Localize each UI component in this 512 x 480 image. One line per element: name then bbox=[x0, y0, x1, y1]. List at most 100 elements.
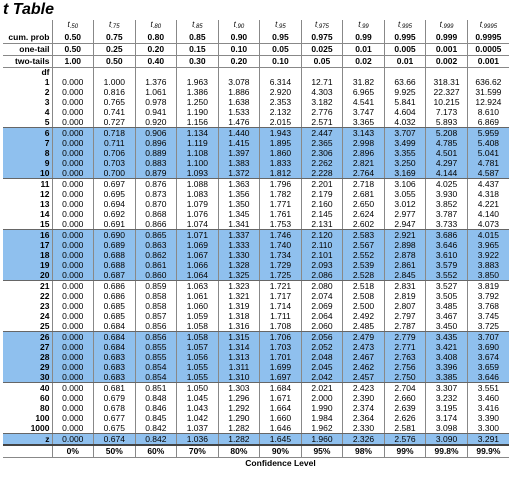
confidence-value: 80% bbox=[217, 444, 260, 458]
critical-value: 0.896 bbox=[134, 138, 177, 148]
critical-value: 0.000 bbox=[51, 291, 94, 301]
critical-value: 2.898 bbox=[383, 240, 426, 250]
header-value: 0.15 bbox=[176, 43, 219, 56]
critical-value: 1.333 bbox=[217, 240, 260, 250]
critical-value: 0.860 bbox=[134, 270, 177, 281]
critical-value: 1.646 bbox=[259, 423, 302, 434]
critical-value: 1.043 bbox=[176, 403, 219, 413]
empty-cell bbox=[134, 67, 177, 77]
critical-value: 0.718 bbox=[93, 127, 136, 138]
critical-value: 0.855 bbox=[134, 352, 177, 362]
data-row: 25 0.000 0.684 0.856 1.058 1.316 1.708 2.060 2.4… bbox=[3, 321, 509, 332]
empty-cell bbox=[425, 67, 468, 77]
t-symbol: t bbox=[109, 20, 112, 29]
column-symbol: t.75 bbox=[93, 20, 136, 32]
critical-value: 1.045 bbox=[176, 393, 219, 403]
z-value: 0.000 bbox=[51, 433, 94, 445]
empty-cell bbox=[51, 67, 94, 77]
df-value: 27 bbox=[3, 342, 52, 352]
critical-value: 0.000 bbox=[51, 127, 94, 138]
header-value: 0.99 bbox=[342, 32, 385, 44]
df-value: 80 bbox=[40, 403, 50, 413]
critical-value: 1.088 bbox=[176, 178, 219, 189]
critical-value: 2.080 bbox=[300, 280, 343, 291]
critical-value: 1.060 bbox=[176, 301, 219, 311]
critical-value: 0.000 bbox=[51, 311, 94, 321]
data-row: 23 0.000 0.685 0.858 1.060 1.319 1.714 2.069 2.5… bbox=[3, 301, 509, 311]
t-symbol: t bbox=[314, 20, 318, 29]
critical-value: 0.906 bbox=[134, 127, 177, 138]
df-label: df bbox=[41, 67, 50, 77]
header-value: 0.40 bbox=[134, 55, 177, 68]
critical-value: 6.869 bbox=[466, 117, 509, 128]
critical-value: 1.753 bbox=[259, 219, 302, 230]
critical-value: 3.707 bbox=[466, 331, 509, 342]
critical-value: 1.440 bbox=[217, 127, 260, 138]
critical-value: 2.639 bbox=[383, 403, 426, 413]
critical-value: 2.160 bbox=[300, 199, 343, 209]
critical-value: 2.457 bbox=[342, 372, 385, 383]
df-value: 3 bbox=[44, 97, 50, 107]
critical-value: 4.541 bbox=[342, 97, 385, 107]
data-row: 18 0.000 0.688 0.862 1.067 1.330 1.734 2.101 2.5… bbox=[3, 250, 509, 260]
empty-cell bbox=[3, 444, 52, 458]
critical-value: 2.353 bbox=[259, 97, 302, 107]
df-value: 5 bbox=[3, 117, 52, 128]
header-value: 0.025 bbox=[300, 43, 343, 56]
corner-cell bbox=[3, 20, 52, 32]
critical-value: 2.977 bbox=[383, 209, 426, 219]
critical-value: 1.100 bbox=[176, 158, 219, 168]
critical-value: 1.714 bbox=[259, 301, 302, 311]
header-label: one-tail bbox=[3, 43, 52, 56]
critical-value: 0.846 bbox=[134, 403, 177, 413]
critical-value: 1.303 bbox=[217, 382, 260, 393]
critical-value: 1.296 bbox=[217, 393, 260, 403]
data-row: 12 0.000 0.695 0.873 1.083 1.356 1.782 2.179 2.6… bbox=[3, 189, 509, 199]
critical-value: 3.552 bbox=[425, 270, 468, 281]
subscript: .95 bbox=[277, 24, 286, 30]
critical-value: 4.437 bbox=[466, 178, 509, 189]
critical-value: 1.697 bbox=[259, 372, 302, 383]
column-symbol: t.99 bbox=[342, 20, 385, 32]
critical-value: 1.316 bbox=[217, 321, 260, 332]
critical-value: 0.879 bbox=[134, 168, 177, 179]
t-symbol: t bbox=[233, 20, 236, 29]
critical-value: 4.221 bbox=[466, 199, 509, 209]
critical-value: 3.610 bbox=[425, 250, 468, 260]
critical-value: 3.365 bbox=[342, 117, 385, 128]
df-value: 10 bbox=[3, 168, 52, 179]
critical-value: 3.686 bbox=[425, 229, 468, 240]
critical-value: 0.000 bbox=[51, 199, 94, 209]
header-value: 0.10 bbox=[259, 55, 302, 68]
header-row: two-tails 1.00 0.50 0.40 0.30 0.20 0.10 0.05 0.0… bbox=[3, 55, 509, 68]
z-value: 3.291 bbox=[466, 433, 509, 445]
critical-value: 2.132 bbox=[259, 107, 302, 117]
critical-value: 2.567 bbox=[342, 240, 385, 250]
critical-value: 0.679 bbox=[93, 393, 136, 403]
critical-value: 0.000 bbox=[51, 362, 94, 372]
critical-value: 2.779 bbox=[383, 331, 426, 342]
header-value: 0.9995 bbox=[466, 32, 509, 44]
critical-value: 1.356 bbox=[217, 189, 260, 199]
data-row: 30 0.000 0.683 0.854 1.055 1.310 1.697 2.042 2.4… bbox=[3, 372, 509, 383]
critical-value: 1.318 bbox=[217, 311, 260, 321]
critical-value: 2.069 bbox=[300, 301, 343, 311]
critical-value: 0.941 bbox=[134, 107, 177, 117]
data-row: 6 0.000 0.718 0.906 1.134 1.440 1.943 2.447 3.14… bbox=[3, 127, 509, 138]
critical-value: 0.711 bbox=[93, 138, 136, 148]
data-row: 19 0.000 0.688 0.861 1.066 1.328 1.729 2.093 2.5… bbox=[3, 260, 509, 270]
confidence-value: 95% bbox=[300, 444, 343, 458]
df-value: 20 bbox=[3, 270, 52, 281]
column-symbol: t.80 bbox=[134, 20, 177, 32]
critical-value: 2.787 bbox=[383, 321, 426, 332]
z-value: 2.326 bbox=[342, 433, 385, 445]
column-symbol: t.975 bbox=[300, 20, 343, 32]
critical-value: 2.771 bbox=[383, 342, 426, 352]
critical-value: 4.140 bbox=[466, 209, 509, 219]
t-table: t.50 t.75 t.80 t.85 t.90 t.95 t.975 t.99 t.995 t.… bbox=[3, 20, 509, 468]
data-row: 11 0.000 0.697 0.876 1.088 1.363 1.796 2.201 2.7… bbox=[3, 178, 509, 189]
critical-value: 2.763 bbox=[383, 352, 426, 362]
critical-value: 2.878 bbox=[383, 250, 426, 260]
critical-value: 22.327 bbox=[425, 87, 468, 97]
critical-value: 3.551 bbox=[466, 382, 509, 393]
